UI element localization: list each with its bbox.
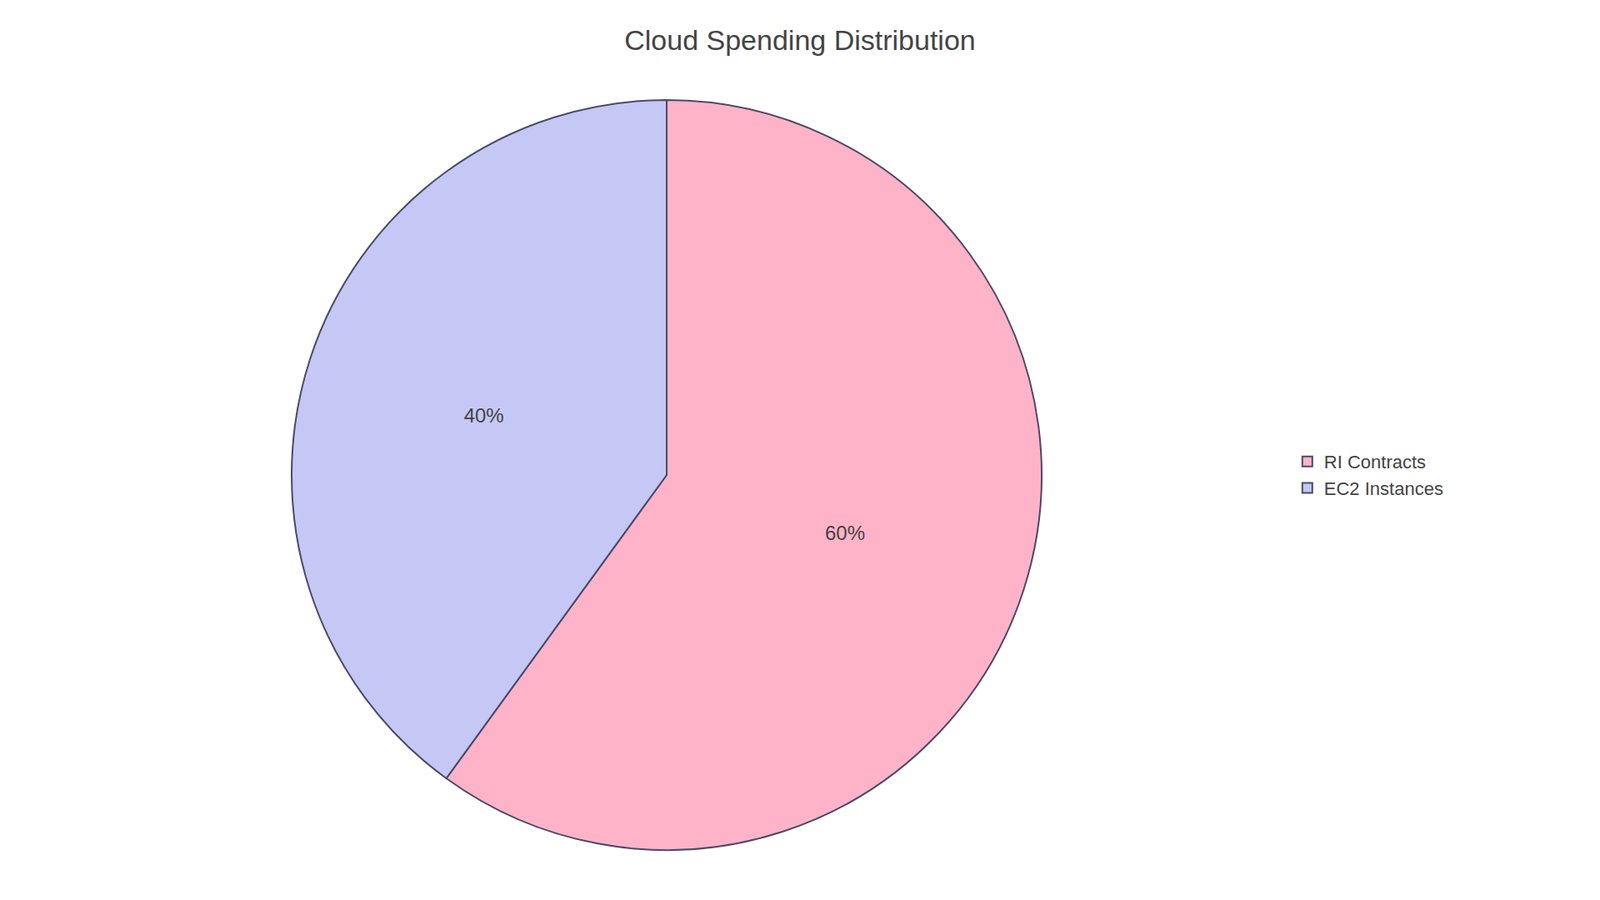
svg-text:40%: 40% bbox=[464, 404, 505, 427]
svg-text:60%: 60% bbox=[825, 521, 865, 545]
svg-text:Cloud Spending Distribution: Cloud Spending Distribution bbox=[624, 24, 975, 56]
svg-text:RI Contracts: RI Contracts bbox=[1324, 451, 1426, 473]
svg-text:EC2 Instances: EC2 Instances bbox=[1324, 478, 1444, 500]
